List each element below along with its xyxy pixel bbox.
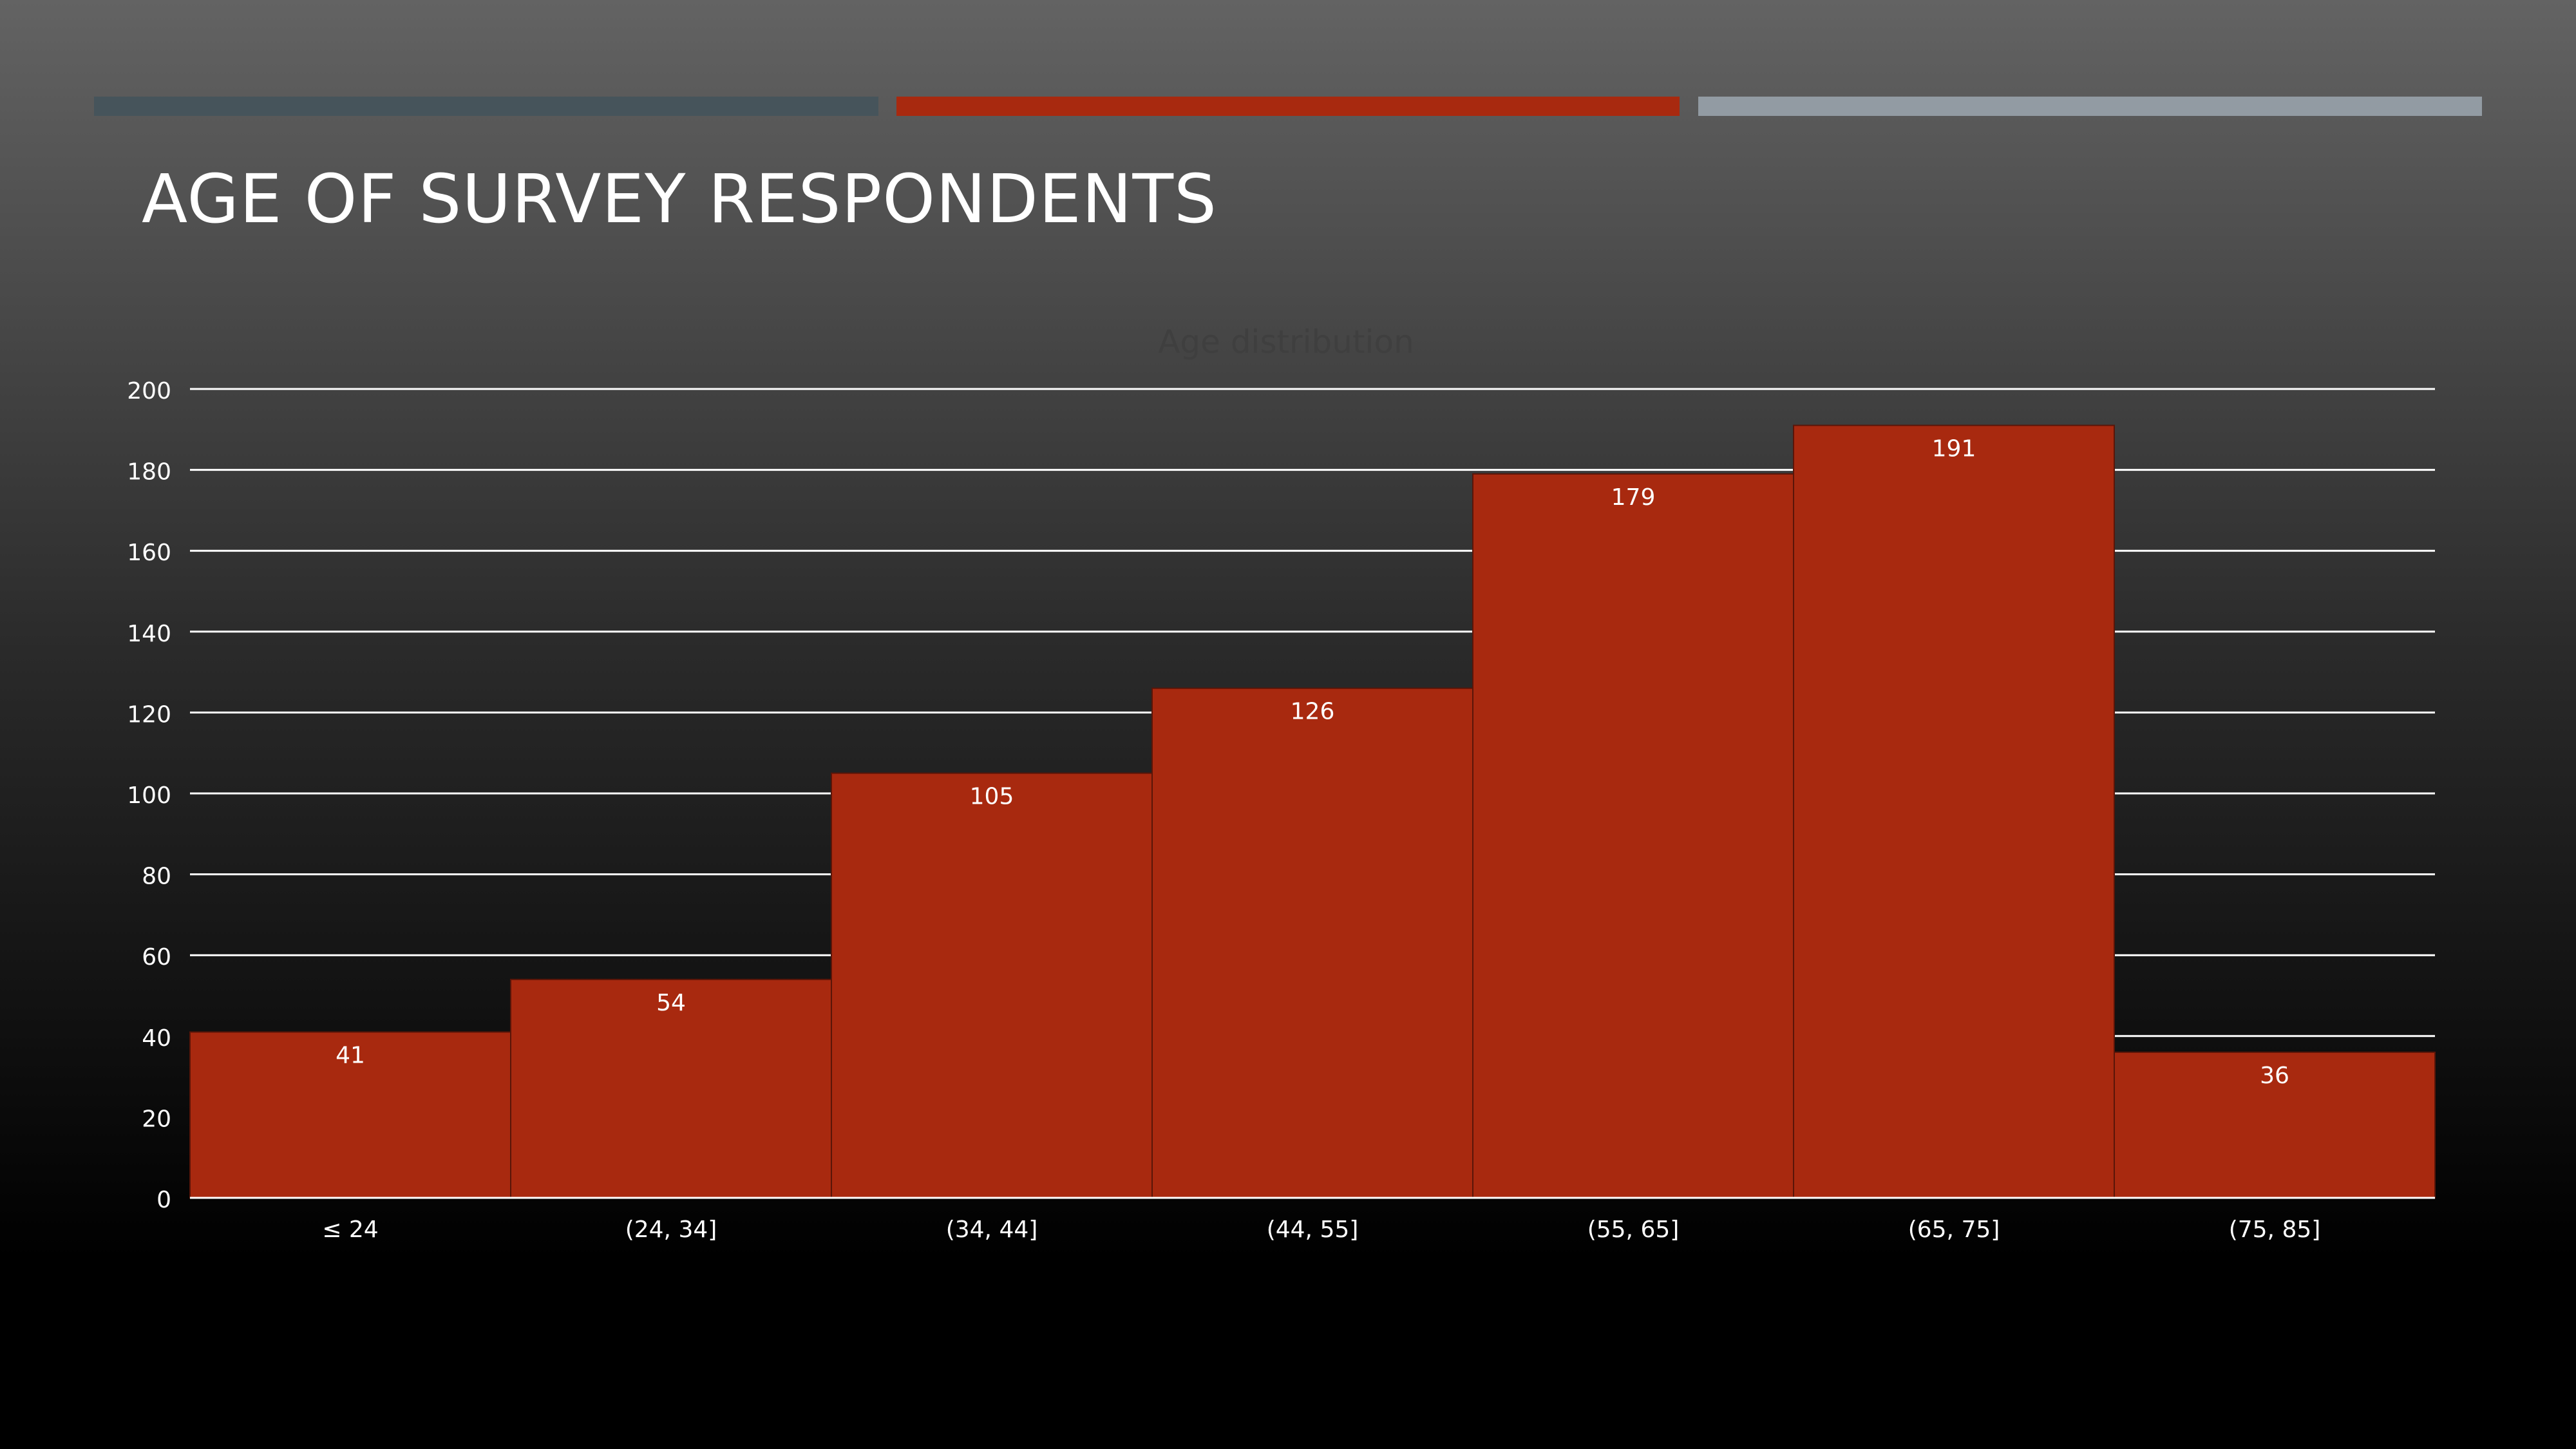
bar (2114, 1051, 2436, 1199)
x-tick-label: (34, 44] (946, 1217, 1038, 1243)
x-tick-label: (55, 65] (1587, 1217, 1680, 1243)
data-label: 36 (2260, 1063, 2289, 1089)
bar (831, 772, 1153, 1198)
x-tick-label: (65, 75] (1908, 1217, 2000, 1243)
data-label: 179 (1611, 484, 1656, 511)
y-tick-label: 0 (156, 1187, 171, 1213)
data-label: 191 (1932, 436, 1976, 462)
y-tick-label: 120 (127, 701, 171, 728)
bar (1151, 687, 1473, 1198)
accent-bar-red (896, 97, 1680, 116)
bars (189, 424, 2436, 1199)
y-tick-label: 100 (127, 782, 171, 809)
y-tick-label: 140 (127, 621, 171, 647)
x-axis-ticks: ≤ 24 (24, 34] (34, 44] (44, 55] (55, 65] (65,… (322, 1217, 2320, 1243)
y-tick-label: 180 (127, 459, 171, 486)
bar (1793, 424, 2115, 1198)
bar (1472, 473, 1794, 1198)
data-label: 105 (970, 784, 1014, 810)
data-label: 126 (1291, 699, 1335, 725)
x-tick-label: (75, 85] (2229, 1217, 2321, 1243)
y-tick-label: 60 (142, 944, 171, 971)
accent-bar-slate (94, 97, 878, 116)
y-tick-label: 200 (127, 378, 171, 404)
y-tick-label: 80 (142, 864, 171, 890)
data-label: 41 (336, 1043, 365, 1069)
y-axis-ticks: 0 20 40 60 80 100 120 140 160 180 200 (127, 378, 171, 1213)
y-tick-label: 40 (142, 1025, 171, 1052)
y-tick-label: 20 (142, 1106, 171, 1132)
y-tick-label: 160 (127, 540, 171, 566)
x-tick-label: (24, 34] (625, 1217, 717, 1243)
data-label: 54 (656, 990, 686, 1016)
slide-title: AGE OF SURVEY RESPONDENTS (142, 160, 1218, 238)
x-tick-label: (44, 55] (1267, 1217, 1359, 1243)
accent-bar-gray (1698, 97, 2482, 116)
data-labels: 41 54 105 126 179 191 36 (336, 436, 2289, 1089)
chart-title: Age distribution (1158, 323, 1414, 361)
x-tick-label: ≤ 24 (322, 1217, 378, 1243)
